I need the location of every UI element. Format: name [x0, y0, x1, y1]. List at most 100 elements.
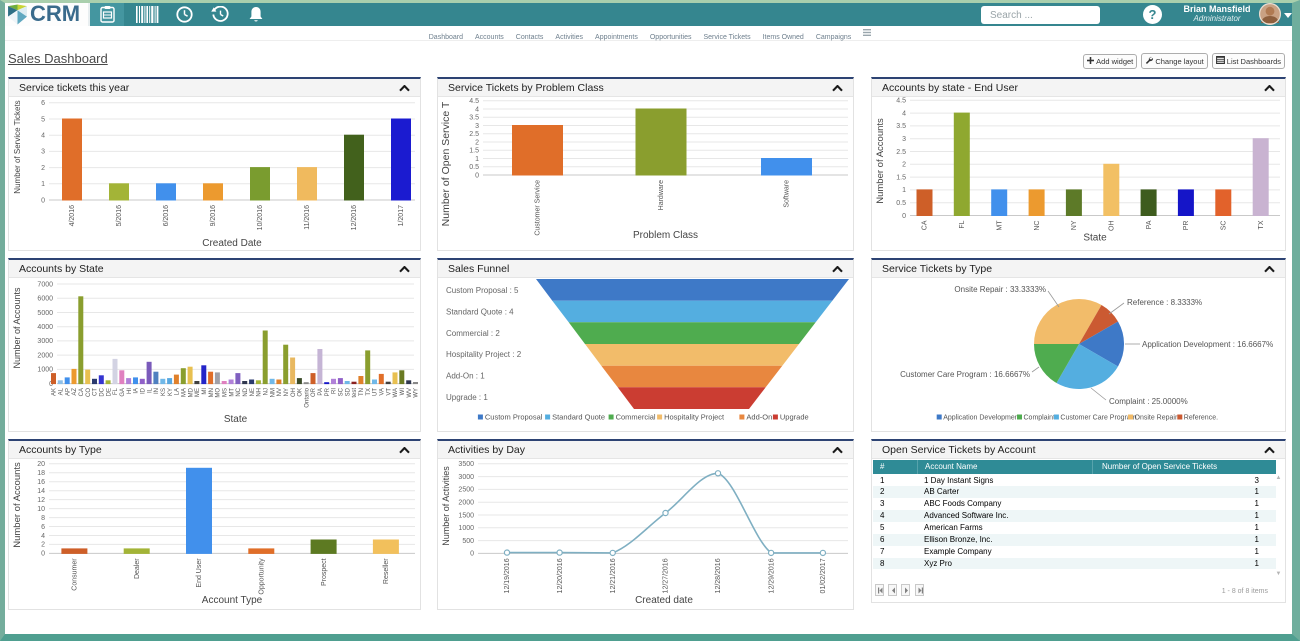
svg-text:4: 4	[41, 133, 45, 140]
svg-text:2.5: 2.5	[469, 131, 479, 138]
svg-text:Hospitality Project: Hospitality Project	[664, 413, 725, 422]
svg-text:AL: AL	[59, 387, 65, 395]
svg-text:3.5: 3.5	[469, 115, 479, 122]
svg-text:CA: CA	[922, 220, 929, 230]
svg-text:5/2016: 5/2016	[116, 205, 123, 227]
svg-text:Customer Care Program: Customer Care Program	[1060, 415, 1136, 422]
svg-text:Commercial: Commercial	[616, 413, 656, 422]
svg-text:3: 3	[475, 123, 479, 130]
svg-text:Upgrade: Upgrade	[780, 413, 809, 422]
svg-text:GA: GA	[120, 388, 126, 397]
svg-text:0: 0	[41, 197, 45, 204]
svg-text:MA: MA	[182, 388, 188, 397]
svg-text:Number of Accounts: Number of Accounts	[875, 118, 886, 204]
svg-text:MN: MN	[209, 388, 215, 397]
svg-text:5: 5	[41, 116, 45, 123]
svg-text:1000: 1000	[458, 525, 474, 532]
svg-text:6000: 6000	[37, 296, 53, 303]
svg-text:6: 6	[41, 524, 45, 531]
svg-text:3000: 3000	[37, 338, 53, 345]
svg-text:0.5: 0.5	[469, 164, 479, 171]
svg-text:RI: RI	[332, 388, 338, 394]
svg-text:PA: PA	[1146, 220, 1153, 229]
svg-text:2500: 2500	[458, 487, 474, 494]
svg-text:MD: MD	[188, 387, 194, 397]
svg-text:12/19/2016: 12/19/2016	[504, 558, 511, 593]
svg-text:Hospitality Project : 2: Hospitality Project : 2	[446, 350, 522, 359]
svg-text:12: 12	[37, 497, 45, 504]
svg-text:2: 2	[41, 165, 45, 172]
svg-text:1.5: 1.5	[469, 148, 479, 155]
svg-text:DE: DE	[106, 388, 112, 396]
svg-text:CT: CT	[93, 388, 99, 396]
svg-text:4.5: 4.5	[469, 98, 479, 105]
svg-text:OR: OR	[311, 387, 317, 397]
svg-text:WV: WV	[407, 388, 413, 398]
svg-text:3: 3	[902, 136, 906, 143]
svg-text:CO: CO	[86, 388, 92, 397]
svg-text:Prospect: Prospect	[321, 558, 328, 586]
svg-text:MT: MT	[996, 220, 1003, 231]
svg-text:Complaint: Complaint	[1024, 415, 1056, 422]
svg-text:WY: WY	[414, 388, 418, 398]
svg-text:LA: LA	[175, 388, 181, 395]
svg-text:PR: PR	[325, 387, 331, 396]
svg-text:3: 3	[41, 149, 45, 156]
svg-text:4: 4	[41, 533, 45, 540]
svg-text:State: State	[224, 414, 248, 425]
svg-text:PA: PA	[318, 388, 324, 396]
svg-text:10/2016: 10/2016	[257, 205, 264, 230]
svg-text:1: 1	[902, 187, 906, 194]
svg-text:2: 2	[41, 542, 45, 549]
svg-text:NH: NH	[257, 388, 263, 397]
svg-text:2: 2	[902, 162, 906, 169]
svg-text:test: test	[352, 388, 358, 398]
svg-text:1: 1	[41, 181, 45, 188]
svg-text:FL: FL	[959, 220, 966, 228]
svg-text:SC: SC	[339, 387, 345, 396]
svg-text:MI: MI	[202, 388, 208, 395]
svg-text:12/29/2016: 12/29/2016	[768, 558, 775, 593]
svg-text:01/02/2017: 01/02/2017	[820, 558, 827, 593]
svg-text:OH: OH	[1108, 221, 1115, 232]
svg-text:AP: AP	[65, 388, 71, 396]
svg-text:1500: 1500	[458, 512, 474, 519]
svg-text:2.5: 2.5	[896, 149, 906, 156]
svg-text:ND: ND	[243, 387, 249, 396]
svg-text:3.5: 3.5	[896, 123, 906, 130]
svg-text:MT: MT	[229, 388, 235, 397]
svg-text:Created date: Created date	[635, 595, 693, 606]
svg-text:14: 14	[37, 488, 45, 495]
svg-text:ID: ID	[141, 387, 147, 394]
svg-text:NC: NC	[1034, 221, 1041, 231]
svg-text:NY: NY	[284, 388, 290, 396]
svg-text:5000: 5000	[37, 310, 53, 317]
svg-text:Onsite Repair : 33.3333%: Onsite Repair : 33.3333%	[954, 285, 1046, 294]
svg-text:0: 0	[470, 551, 474, 558]
svg-text:Hardware: Hardware	[658, 180, 665, 210]
svg-text:Reseller: Reseller	[383, 558, 390, 584]
svg-text:2000: 2000	[37, 352, 53, 359]
svg-text:Dealer: Dealer	[134, 558, 141, 579]
svg-text:9/2016: 9/2016	[210, 205, 217, 227]
svg-text:500: 500	[462, 538, 474, 545]
svg-text:IA: IA	[134, 388, 140, 394]
svg-text:Standard Quote : 4: Standard Quote : 4	[446, 307, 514, 316]
svg-text:WA: WA	[393, 388, 399, 397]
svg-text:0: 0	[902, 213, 906, 220]
svg-text:Add-On : 1: Add-On : 1	[446, 372, 485, 381]
svg-text:Account Type: Account Type	[202, 595, 263, 606]
svg-text:Created Date: Created Date	[202, 238, 262, 249]
svg-text:12/27/2016: 12/27/2016	[663, 558, 670, 593]
svg-text:2: 2	[475, 139, 479, 146]
svg-text:NV: NV	[277, 388, 283, 396]
svg-text:Standard Quote: Standard Quote	[552, 413, 605, 422]
svg-text:TX: TX	[1258, 220, 1265, 229]
svg-text:Consumer: Consumer	[72, 558, 79, 591]
svg-text:6/2016: 6/2016	[163, 205, 170, 227]
svg-text:1000: 1000	[37, 367, 53, 374]
svg-text:18: 18	[37, 470, 45, 477]
svg-text:VA: VA	[380, 388, 386, 396]
svg-text:4000: 4000	[37, 324, 53, 331]
svg-text:12/28/2016: 12/28/2016	[715, 558, 722, 593]
